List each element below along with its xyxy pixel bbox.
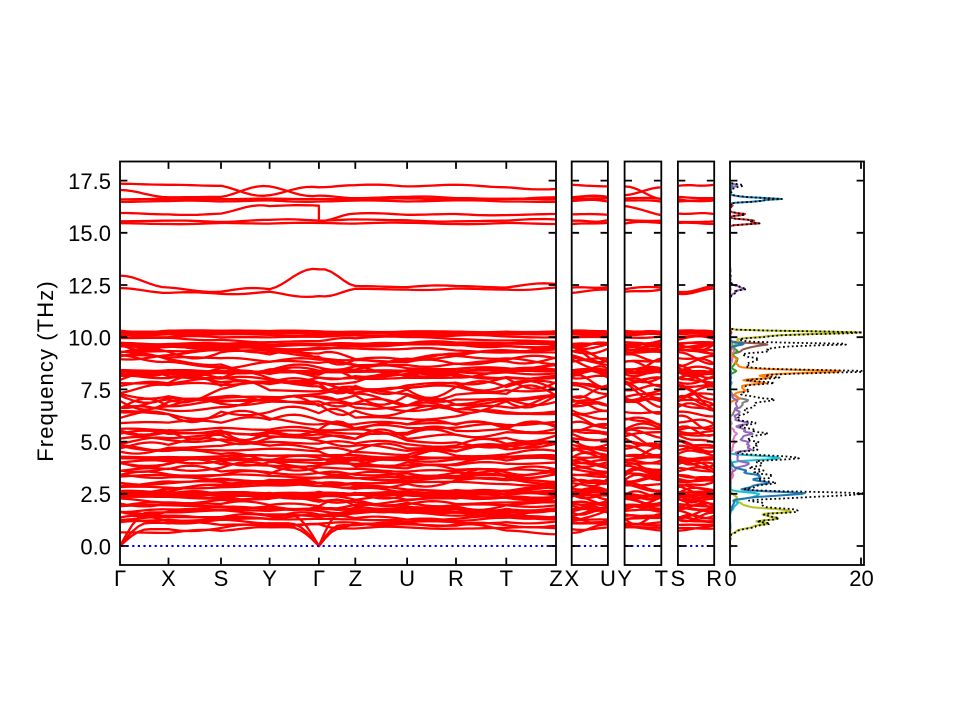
svg-text:12.5: 12.5	[68, 273, 111, 298]
svg-text:2.5: 2.5	[80, 482, 111, 507]
svg-text:S: S	[671, 566, 686, 591]
svg-text:15.0: 15.0	[68, 221, 111, 246]
svg-text:Frequency (THz): Frequency (THz)	[33, 280, 58, 462]
svg-text:10.0: 10.0	[68, 326, 111, 351]
svg-text:Z: Z	[549, 566, 562, 591]
svg-text:U: U	[600, 566, 616, 591]
svg-text:Γ: Γ	[114, 566, 126, 591]
svg-text:R: R	[448, 566, 464, 591]
svg-text:Γ: Γ	[313, 566, 325, 591]
svg-text:X: X	[161, 566, 176, 591]
svg-text:T: T	[655, 566, 668, 591]
svg-text:Y: Y	[262, 566, 277, 591]
svg-text:20: 20	[849, 566, 873, 591]
svg-text:0.0: 0.0	[80, 534, 111, 559]
svg-text:Z: Z	[349, 566, 362, 591]
svg-text:0: 0	[724, 566, 736, 591]
svg-text:Y: Y	[617, 566, 632, 591]
svg-text:X: X	[564, 566, 579, 591]
svg-text:5.0: 5.0	[80, 430, 111, 455]
svg-text:S: S	[214, 566, 229, 591]
svg-text:7.5: 7.5	[80, 378, 111, 403]
svg-text:17.5: 17.5	[68, 169, 111, 194]
svg-text:T: T	[500, 566, 513, 591]
svg-text:R: R	[706, 566, 722, 591]
svg-text:U: U	[399, 566, 415, 591]
